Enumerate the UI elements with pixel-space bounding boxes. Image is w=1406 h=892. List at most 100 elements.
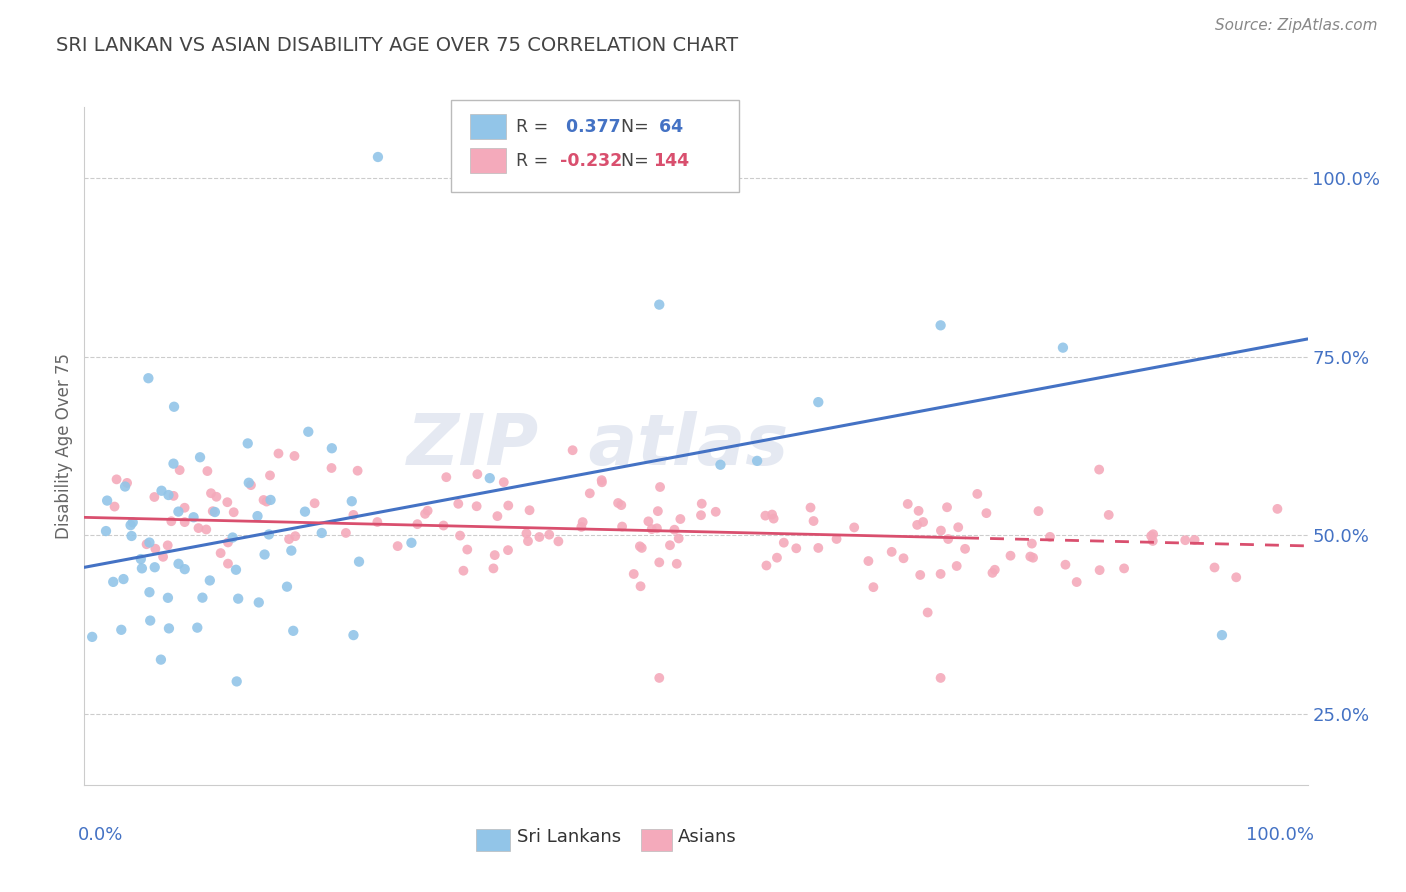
Text: N=: N= [621,152,655,169]
Text: 64: 64 [654,118,683,136]
Point [858,554,880,568]
Point [905,517,928,532]
Point [1114,561,1136,575]
Point [138,535,160,549]
Point [647,504,669,518]
Point [862,580,884,594]
Point [82,630,104,644]
Point [648,298,671,312]
Point [1098,508,1121,522]
Point [1140,529,1163,543]
Point [163,400,186,414]
Point [1088,462,1111,476]
Point [607,496,630,510]
Point [96,493,118,508]
Point [953,541,976,556]
Point [236,436,259,450]
Point [217,495,239,509]
Point [143,541,166,556]
Point [1184,533,1206,547]
Text: N=: N= [621,118,655,136]
Point [519,503,541,517]
Point [908,568,931,582]
Point [162,457,184,471]
Point [321,442,343,456]
Text: SRI LANKAN VS ASIAN DISABILITY AGE OVER 75 CORRELATION CHART: SRI LANKAN VS ASIAN DISABILITY AGE OVER … [56,36,738,54]
Point [225,563,247,577]
Y-axis label: Disability Age Over 75: Disability Age Over 75 [55,353,73,539]
Point [366,515,388,529]
Point [276,580,298,594]
Point [665,557,688,571]
Point [110,623,132,637]
Point [257,527,280,541]
Point [143,490,166,504]
Point [659,538,682,552]
Text: -0.232: -0.232 [560,152,623,169]
Point [259,492,281,507]
Point [406,517,429,532]
Point [217,557,239,571]
Point [668,532,690,546]
Point [280,543,302,558]
Point [167,557,190,571]
Text: Source: ZipAtlas.com: Source: ZipAtlas.com [1215,18,1378,33]
Text: R =: R = [516,118,554,136]
Text: R =: R = [516,152,554,169]
Point [929,566,952,581]
Point [1039,530,1062,544]
Point [929,318,952,333]
Point [690,497,713,511]
FancyBboxPatch shape [475,829,510,851]
Point [246,509,269,524]
Point [197,464,219,478]
Point [284,529,307,543]
Point [160,514,183,528]
Point [747,454,769,468]
Point [195,523,218,537]
Point [115,475,138,490]
Point [610,498,633,512]
Point [167,505,190,519]
Point [578,486,600,500]
Point [367,150,389,164]
Point [173,562,195,576]
Point [571,515,593,529]
Point [981,566,1004,580]
Point [188,450,211,465]
Point [966,487,988,501]
Point [387,539,409,553]
Point [283,449,305,463]
Point [893,551,915,566]
Point [342,628,364,642]
Point [1022,550,1045,565]
Point [1204,560,1226,574]
Point [569,520,592,534]
Text: 144: 144 [654,152,689,169]
Point [187,521,209,535]
Point [467,467,489,482]
Point [256,494,278,508]
Point [709,458,731,472]
Point [200,486,222,500]
Point [169,463,191,477]
Point [690,508,713,523]
Point [201,504,224,518]
Point [205,490,228,504]
Point [492,475,515,490]
Point [538,527,561,541]
Point [342,508,364,522]
Point [936,532,959,546]
Point [912,515,935,529]
Point [186,621,208,635]
Point [1052,341,1074,355]
Point [156,591,179,605]
Point [152,549,174,564]
Point [547,534,569,549]
Point [120,518,142,533]
Point [1142,533,1164,548]
Point [669,512,692,526]
Point [498,499,520,513]
Point [630,579,652,593]
Point [239,478,262,492]
